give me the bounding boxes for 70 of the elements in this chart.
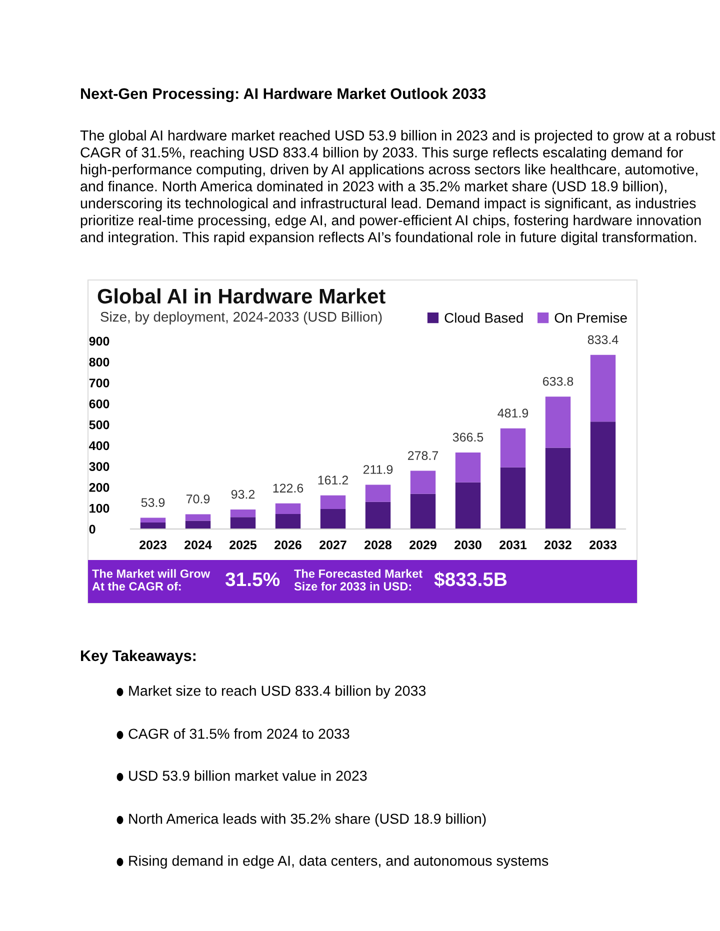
y-tick-label: 500 [89, 420, 110, 430]
total-label: 161.2 [318, 476, 348, 485]
y-tick-label: 200 [89, 483, 110, 492]
bar [545, 448, 571, 529]
bar [590, 422, 616, 529]
text: $833.5B [434, 572, 507, 588]
x-tick-label: 2033 [590, 540, 616, 550]
text: North America leads with 35.2% share (USD 18.9 billion) [129, 813, 486, 827]
bar [230, 517, 256, 529]
x-tick-label: 2026 [274, 540, 302, 550]
total-label: 70.9 [186, 494, 210, 504]
legend-label: Cloud Based [444, 312, 523, 323]
x-tick-label: 2024 [184, 540, 212, 550]
x-tick-label: 2030 [454, 540, 482, 550]
bar [410, 470, 436, 494]
total-label: 122.6 [273, 484, 304, 493]
bar [230, 510, 256, 518]
x-tick-label: 2031 [500, 540, 527, 550]
text: Next-Gen Processing: AI Hardware Market Outlook 2033 [81, 88, 486, 102]
total-label: 366.5 [452, 432, 484, 442]
bar [185, 520, 211, 529]
y-tick-label: 400 [89, 441, 110, 450]
text: Key Takeaways: [81, 650, 196, 664]
x-tick-label: 2032 [544, 540, 572, 550]
bar [500, 467, 526, 529]
bar [185, 514, 211, 521]
legend-label: On Premise [554, 312, 627, 323]
bar [455, 452, 481, 482]
y-tick-label: 0 [89, 524, 96, 534]
total-label: 93.2 [231, 490, 255, 499]
bar [275, 503, 301, 514]
bar [590, 354, 616, 422]
y-tick-label: 700 [89, 378, 110, 388]
text: Market size to reach USD 833.4 billion by 2033 [129, 685, 426, 699]
x-tick-label: 2029 [410, 540, 436, 550]
bar [140, 522, 166, 529]
x-tick-label: 2025 [230, 540, 257, 550]
total-label: 633.8 [542, 376, 574, 386]
y-tick-label: 300 [89, 462, 110, 472]
total-label: 833.4 [588, 335, 618, 344]
bar [545, 396, 571, 448]
text: 31.5% [225, 572, 280, 586]
bar [500, 428, 526, 468]
bar [275, 514, 301, 529]
chart-title: Global AI in Hardware Market [98, 288, 386, 304]
text: USD 53.9 billion market value in 2023 [129, 770, 367, 781]
bar [320, 508, 346, 529]
bar [365, 484, 391, 502]
y-tick-label: 100 [90, 504, 110, 513]
text: Rising demand in edge AI, data centers, and autonomous systems [129, 855, 548, 869]
text: The Forecasted Market Size for 2033 in USD: [294, 569, 422, 591]
bar [455, 482, 481, 529]
y-tick-label: 600 [89, 399, 110, 408]
bar [320, 495, 346, 509]
total-label: 211.9 [363, 465, 393, 474]
text: CAGR of 31.5% from 2024 to 2033 [128, 728, 350, 739]
bar [140, 518, 166, 523]
text: The Market will Grow At the CAGR of: [92, 569, 210, 591]
y-tick-label: 900 [89, 336, 110, 346]
bar [410, 494, 436, 529]
x-tick-label: 2023 [140, 540, 166, 550]
bar [365, 502, 391, 529]
x-tick-label: 2028 [364, 540, 392, 550]
text: The global AI hardware market reached USD 53.9 billion in 2023 and is projected to grow at a robust CAGR of 31.5%, reaching USD 833.4 billion by 2033. This surge reflects escalating demand for high-performance computing, driven by AI applications across sectors like healthcare, automotive, and finance. North America dominated in 2023 with a 35.2% market share (USD 18.9 billion), underscoring its technological and infrastructural lead. Demand impact is significant, as industries prioritize real-time processing, edge AI, and power-efficient AI chips, fostering hardware innovation and integration. This rapid expansion reflects AI’s foundational role in future digital transformation. [80, 130, 716, 246]
x-tick-label: 2027 [320, 540, 346, 550]
total-label: 53.9 [141, 498, 165, 507]
chart-subtitle: Size, by deployment, 2024-2033 (USD Billion) [100, 312, 382, 324]
y-tick-label: 800 [89, 358, 110, 367]
total-label: 481.9 [498, 408, 528, 418]
total-label: 278.7 [408, 451, 438, 460]
